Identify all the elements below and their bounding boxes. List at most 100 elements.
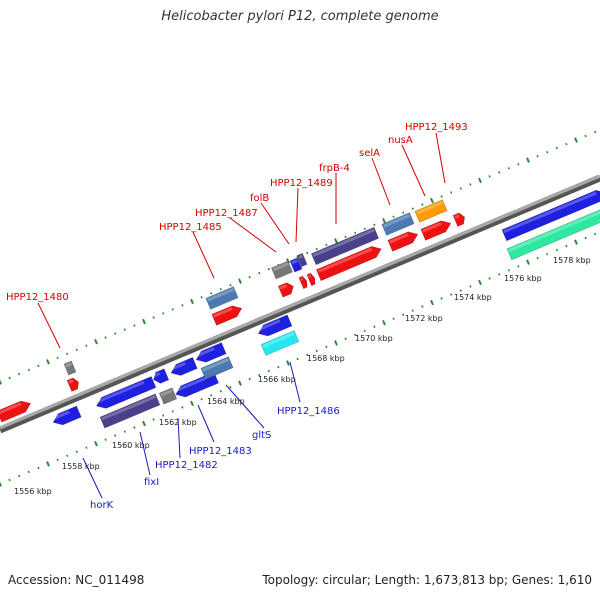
gene-label[interactable]: HPP12_1483 [189, 446, 252, 457]
gene-arrow[interactable] [158, 387, 178, 405]
outer-tick [363, 227, 366, 231]
inner-tick [565, 244, 568, 248]
inner-tick [258, 373, 261, 377]
inner-tick [114, 434, 117, 437]
outer-tick [315, 247, 318, 251]
gene-arrow[interactable] [270, 260, 294, 280]
gene-arrow[interactable] [151, 368, 170, 385]
scale-labels: 1556 kbp 1558 kbp 1560 kbp 1562 kbp 1564… [14, 256, 591, 496]
outer-tick [498, 171, 501, 174]
gene-label[interactable]: horK [90, 500, 114, 511]
gene-arrow[interactable] [63, 360, 77, 376]
outer-tick [219, 287, 222, 291]
gene-arrow[interactable] [296, 252, 308, 268]
gene-label[interactable]: HPP12_1487 [195, 208, 258, 219]
inner-ring-ticks [0, 232, 597, 487]
inner-tick [229, 385, 232, 389]
gene-arrow[interactable] [506, 206, 600, 261]
outer-tick [27, 368, 30, 372]
gene-arrow[interactable] [51, 405, 82, 428]
scale-label: 1566 kbp [258, 375, 296, 384]
scale-label: 1568 kbp [307, 354, 345, 363]
gene-label[interactable]: HPP12_1482 [155, 460, 218, 471]
gene-arrow[interactable] [260, 330, 300, 356]
gene-arrow[interactable] [200, 356, 234, 380]
reverse-connectors [82, 361, 301, 499]
outer-tick [526, 157, 530, 163]
outer-tick [565, 142, 568, 146]
gene-arrow-highlight [65, 362, 72, 368]
outer-tick [546, 150, 549, 154]
gene-arrow-highlight [170, 361, 186, 371]
gene-arrow[interactable] [501, 187, 600, 242]
inner-tick [296, 357, 299, 361]
gene-arrow[interactable] [414, 199, 448, 223]
gene-label[interactable]: selA [359, 148, 380, 159]
gene-arrow[interactable] [0, 398, 33, 423]
gene-arrow-highlight [207, 287, 235, 302]
gene-arrow[interactable] [387, 229, 420, 252]
gene-arrow[interactable] [66, 377, 81, 392]
gene-arrow[interactable] [315, 243, 383, 282]
gene-label[interactable]: fixI [144, 477, 159, 488]
inner-tick [37, 466, 40, 470]
gene-arrow[interactable] [381, 212, 415, 236]
accession-text: Accession: NC_011498 [8, 573, 145, 587]
gene-arrow[interactable] [289, 257, 303, 273]
outer-tick [382, 218, 386, 224]
gene-label[interactable]: gltS [252, 430, 271, 441]
outer-tick [66, 352, 69, 356]
scale-label: 1556 kbp [14, 487, 52, 496]
inner-tick [94, 441, 98, 447]
gene-arrow[interactable] [194, 342, 227, 366]
outer-tick [200, 296, 203, 299]
gene-arrow[interactable] [310, 226, 380, 266]
gene-arrow[interactable] [256, 314, 293, 339]
gene-arrow[interactable] [205, 286, 239, 310]
gene-arrow[interactable] [306, 272, 317, 287]
gene-arrow-highlight [308, 274, 312, 278]
gene-arrow-highlight [0, 402, 22, 415]
outer-tick [488, 175, 491, 178]
gene-arrow-highlight [291, 259, 298, 265]
inner-tick [66, 454, 69, 458]
inner-tick [219, 389, 222, 393]
gene-arrow[interactable] [99, 393, 161, 429]
outer-tick [402, 211, 405, 214]
inner-tick [574, 239, 578, 245]
scale-label: 1562 kbp [159, 418, 197, 427]
outer-tick [258, 271, 261, 275]
gene-label[interactable]: HPP12_1489 [270, 178, 333, 189]
gene-label[interactable]: HPP12_1485 [159, 222, 222, 233]
inner-tick [411, 309, 414, 312]
outer-tick [94, 339, 98, 345]
gene-track [0, 187, 600, 429]
inner-tick [267, 369, 270, 373]
gene-label[interactable]: nusA [388, 135, 413, 146]
genome-summary-text: Topology: circular; Length: 1,673,813 bp… [262, 573, 592, 587]
gene-arrow[interactable] [298, 275, 309, 290]
gene-arrow-highlight [68, 379, 74, 384]
gene-arrow[interactable] [169, 357, 198, 378]
gene-label[interactable]: folB [250, 193, 269, 204]
gene-label[interactable]: HPP12_1493 [405, 122, 468, 133]
inner-tick [238, 380, 242, 386]
gene-label[interactable]: HPP12_1480 [6, 292, 69, 303]
reverse-gene-labels: horK fixI HPP12_1482 HPP12_1483 gltS HPP… [90, 406, 340, 511]
gene-label[interactable]: frpB-4 [319, 163, 350, 174]
outer-tick [373, 223, 376, 227]
gene-arrow[interactable] [420, 218, 453, 241]
outer-tick [8, 376, 11, 380]
gene-arrow[interactable] [452, 212, 467, 227]
outer-tick [18, 372, 21, 376]
gene-arrow[interactable] [211, 303, 244, 326]
gene-label[interactable]: HPP12_1486 [277, 406, 340, 417]
outer-tick [334, 238, 338, 244]
outer-tick [267, 267, 270, 271]
scale-label: 1572 kbp [405, 314, 443, 323]
gene-arrow[interactable] [94, 376, 157, 411]
inner-tick [286, 360, 290, 366]
gene-arrow[interactable] [277, 281, 296, 298]
outer-ring-ticks [0, 130, 597, 385]
